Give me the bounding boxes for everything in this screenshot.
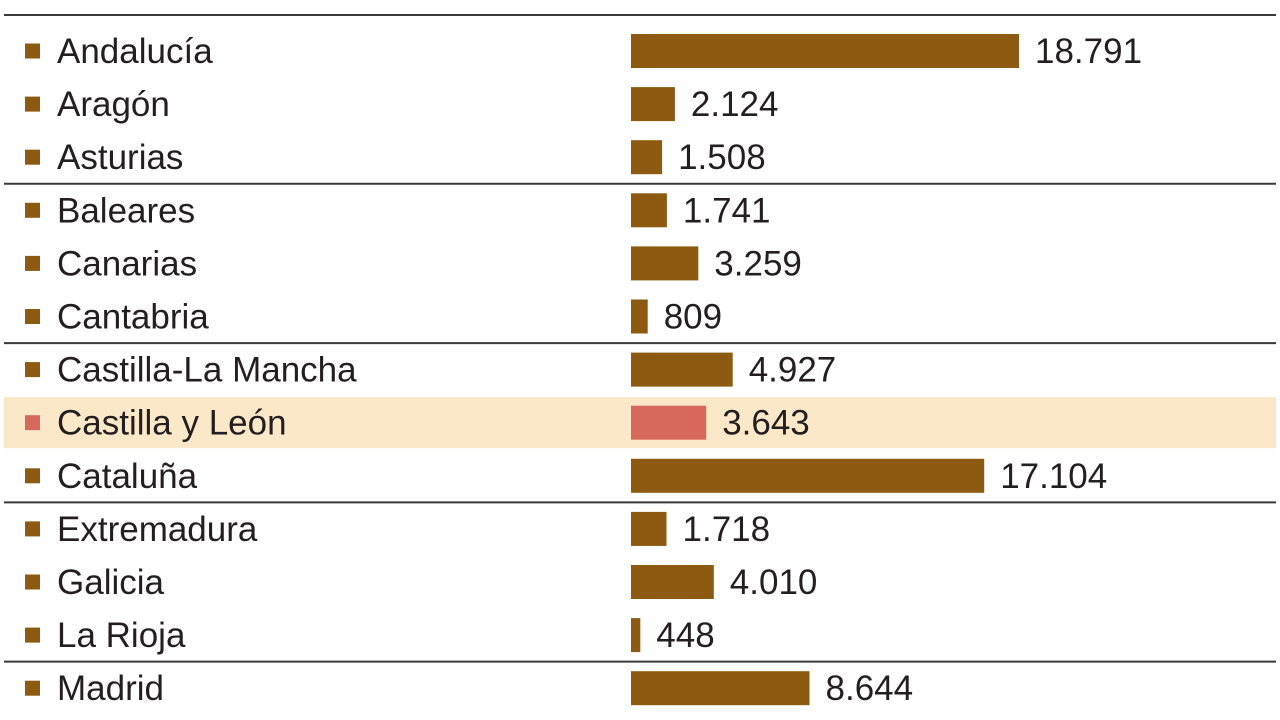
bar-row: Extremadura 1.718 [25,510,770,549]
data-label: 1.718 [683,510,771,549]
legend-square-marker [25,521,40,537]
legend-square-marker [25,415,40,431]
bar-row: Castilla-La Mancha 4.927 [25,351,836,390]
bar-row: Galicia 4.010 [25,563,817,602]
legend-square-marker [25,309,40,324]
category-label: Aragón [57,85,170,124]
data-label: 17.104 [1000,457,1107,496]
legend-square-marker [25,255,40,271]
legend-square-marker [25,202,40,218]
data-label: 3.259 [714,244,802,283]
bar [631,352,733,387]
data-label: 18.791 [1035,32,1142,71]
bar-row: Aragón 2.124 [25,85,778,124]
legend-square-marker [25,362,40,378]
bar [631,511,667,546]
data-label: 4.927 [749,351,837,390]
bar-row: Andalucía 18.791 [25,32,1142,71]
legend-square-marker [25,627,40,643]
category-label: Extremadura [57,510,258,549]
bar-row: Cataluña 17.104 [25,457,1107,496]
category-label: Andalucía [57,32,213,71]
data-label: 1.741 [683,191,771,230]
category-label: Castilla-La Mancha [57,351,357,390]
bar-row: Madrid 8.644 [25,669,913,708]
data-label: 8.644 [826,669,914,708]
legend-square-marker [25,96,40,112]
bar-row: Baleares 1.741 [25,191,770,230]
bar [631,140,663,175]
bar [631,671,810,706]
bar [631,299,648,334]
data-label: 4.010 [730,563,818,602]
bar-row: Cantabria 809 [25,298,722,337]
category-label: Galicia [57,563,165,602]
bar [631,405,707,440]
category-label: Castilla y León [57,404,287,443]
bar [631,618,641,653]
bar-row: La Rioja 448 [25,616,715,655]
bar-row: Asturias 1.508 [25,138,766,177]
category-label: Baleares [57,191,195,230]
bar [631,246,699,281]
category-label: Madrid [57,669,164,708]
legend-square-marker [25,574,40,590]
category-label: La Rioja [57,616,186,655]
data-label: 2.124 [691,85,779,124]
legend-square-marker [25,149,40,165]
category-label: Asturias [57,138,183,177]
legend-square-marker [25,43,40,59]
data-label: 448 [656,616,714,655]
category-label: Cataluña [57,457,198,496]
legend-square-marker [25,680,40,696]
data-label: 809 [664,298,722,337]
legend-square-marker [25,468,40,484]
bar [631,565,714,599]
data-label: 3.643 [722,404,810,443]
bar [631,34,1019,68]
bar [631,87,675,122]
category-label: Canarias [57,244,197,283]
bar-row: Castilla y León 3.643 [25,404,810,443]
bar-row: Canarias 3.259 [25,244,802,283]
bar [631,193,667,228]
bar [631,458,985,493]
category-label: Cantabria [57,298,209,337]
data-label: 1.508 [678,138,766,177]
